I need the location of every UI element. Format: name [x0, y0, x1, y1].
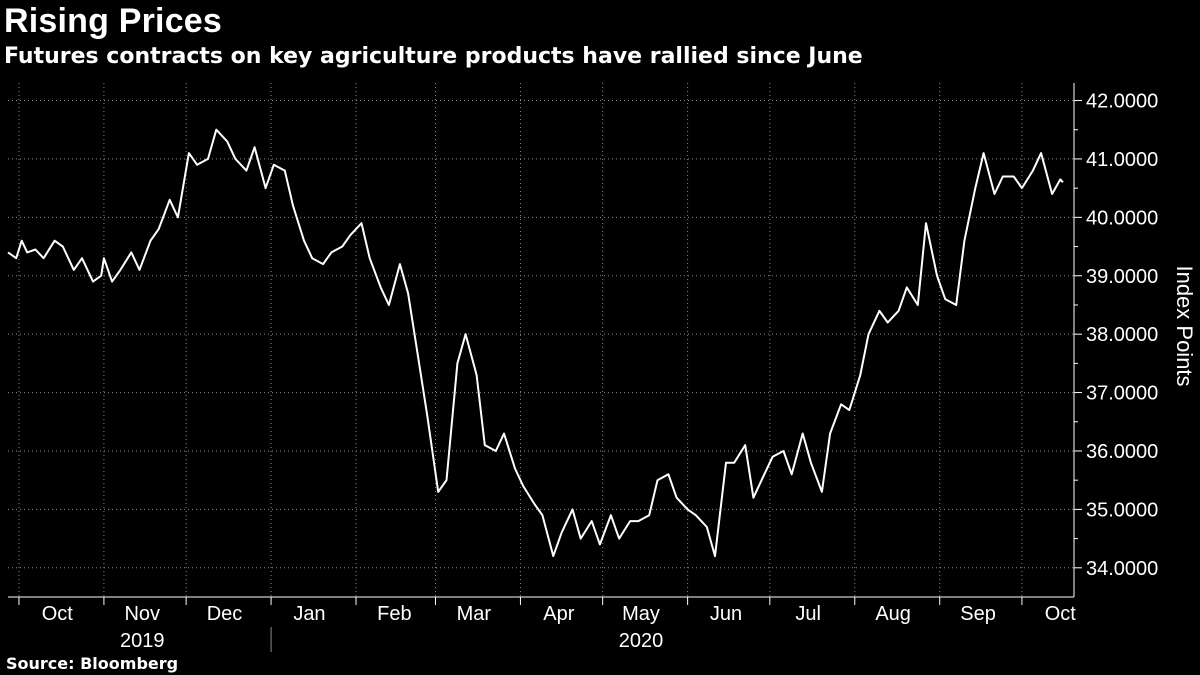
x-tick-label: Apr	[543, 603, 574, 625]
y-tick-label: 40.0000	[1086, 207, 1158, 229]
x-tick-label: Feb	[377, 603, 411, 625]
x-year-label: 2020	[619, 630, 664, 652]
y-tick-label: 35.0000	[1086, 499, 1158, 521]
axes	[8, 83, 1075, 598]
x-tick-label: Jun	[710, 603, 742, 625]
x-tick-label: Sep	[960, 603, 996, 625]
chart-title: Rising Prices	[4, 2, 223, 40]
x-tick-label: Aug	[875, 603, 911, 625]
x-year-label: 2019	[120, 630, 165, 652]
y-tick-label: 39.0000	[1086, 266, 1158, 288]
series-line	[7, 128, 1064, 558]
y-tick-label: 37.0000	[1086, 383, 1158, 405]
x-tick-label: Oct	[1045, 603, 1077, 625]
y-tick-label: 34.0000	[1086, 558, 1158, 580]
chart-subtitle: Futures contracts on key agriculture pro…	[4, 44, 863, 69]
series-layer	[7, 128, 1064, 558]
x-tick-label: Dec	[207, 603, 243, 625]
x-tick-label: Oct	[42, 603, 74, 625]
x-tick-label: Jul	[795, 603, 821, 625]
source-note: Source: Bloomberg	[6, 654, 179, 673]
y-tick-label: 41.0000	[1086, 149, 1158, 171]
y-tick-label: 42.0000	[1086, 91, 1158, 113]
y-tick-label: 36.0000	[1086, 441, 1158, 463]
x-tick-label: May	[622, 603, 660, 625]
y-axis-ticks: 34.0000 35.0000 36.0000 37.0000 38.0000 39.00…	[1074, 91, 1158, 580]
grid-lines	[8, 83, 1074, 597]
x-tick-label: Nov	[124, 603, 160, 625]
x-tick-label: Mar	[457, 603, 492, 625]
y-tick-label: 38.0000	[1086, 324, 1158, 346]
y-axis-label: Index Points	[1172, 265, 1197, 386]
x-tick-label: Jan	[293, 603, 325, 625]
x-axis-ticks: Oct Nov Dec Jan Feb Mar Apr May Jun Jul Aug Sep Oct 2…	[18, 597, 1077, 652]
